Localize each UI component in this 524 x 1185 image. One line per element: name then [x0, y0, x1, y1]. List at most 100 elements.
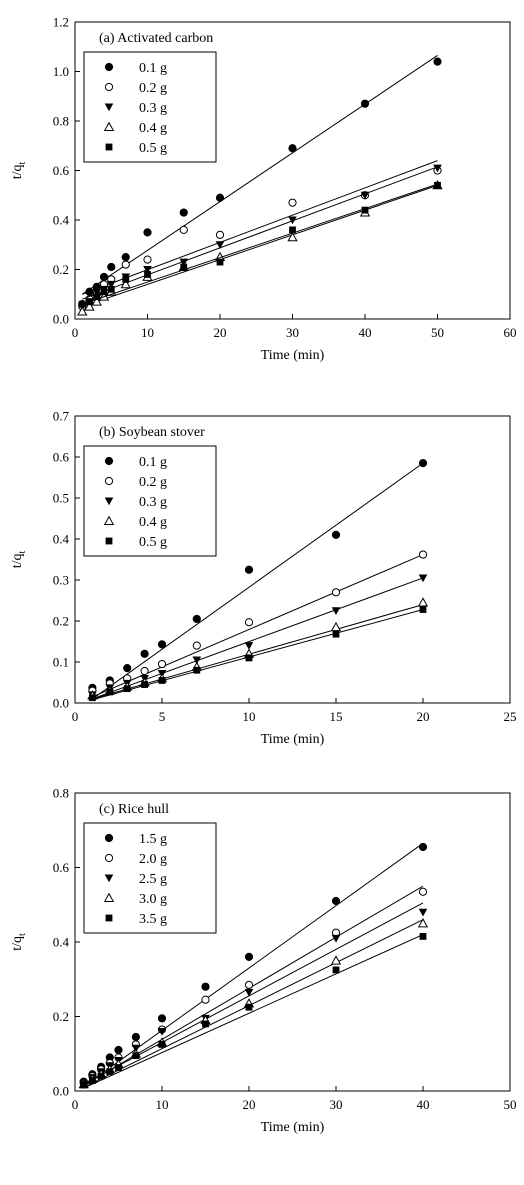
data-point	[419, 933, 427, 940]
data-point	[434, 181, 441, 189]
y-tick-label: 0.6	[53, 163, 70, 178]
data-point	[121, 253, 130, 262]
data-point	[143, 266, 152, 274]
fit-line	[83, 885, 424, 1086]
data-point	[131, 1032, 140, 1042]
x-tick-label: 10	[243, 709, 256, 724]
data-point	[106, 1068, 114, 1076]
data-point	[330, 955, 342, 965]
legend-label: 2.0 g	[139, 852, 167, 867]
chart-panel-0: 0 10 20 30 40 50 60 0.0 0.2 0.4 0.6 0.8 1.0 1.2 Time (…	[10, 15, 517, 364]
data-point	[86, 298, 93, 306]
x-tick-label: 20	[417, 709, 430, 724]
data-point	[193, 666, 201, 674]
legend-marker	[104, 853, 114, 863]
legend: 1.5 g 2.0 g 2.5 g 3.0 g 3.5 g	[83, 822, 217, 934]
legend-label: 0.4 g	[139, 515, 167, 530]
data-point	[121, 260, 130, 269]
y-axis-title-main: t/q	[10, 165, 25, 180]
data-point	[157, 659, 167, 669]
y-tick-label: 0.2	[53, 614, 69, 629]
y-axis-title-subscript: t	[17, 162, 28, 165]
legend-label: 0.5 g	[139, 141, 167, 156]
legend-marker	[104, 82, 114, 92]
data-point	[419, 606, 427, 613]
data-point	[192, 656, 202, 665]
data-point	[418, 887, 428, 896]
x-tick-label: 25	[504, 709, 517, 724]
legend-label: 0.5 g	[139, 535, 167, 550]
data-point	[106, 688, 114, 696]
data-point	[215, 193, 225, 202]
y-axis-title-subscript: t	[17, 933, 28, 936]
data-point	[418, 574, 428, 583]
fit-line	[83, 902, 424, 1085]
data-point	[157, 1027, 167, 1036]
legend-label: 0.1 g	[139, 61, 167, 76]
data-point	[132, 1052, 140, 1060]
series-3	[87, 597, 429, 700]
x-tick-label: 10	[156, 1097, 169, 1112]
x-tick-label: 15	[330, 709, 343, 724]
data-point	[77, 306, 88, 316]
data-point	[287, 231, 298, 242]
series-3	[78, 918, 429, 1089]
panel-title: (c) Rice hull	[99, 802, 169, 817]
panel-title: (b) Soybean stover	[99, 425, 205, 440]
data-point	[120, 279, 131, 289]
x-tick-label: 40	[417, 1097, 430, 1112]
series-4	[78, 181, 441, 308]
y-tick-label: 0.3	[53, 573, 69, 588]
chart-panel-2: 0 10 20 30 40 50 0.0 0.2 0.4 0.6 0.8 Time (min) t/qt…	[10, 786, 517, 1136]
data-point	[244, 952, 254, 962]
fit-line	[82, 183, 438, 305]
y-tick-label: 1.2	[53, 15, 69, 30]
data-point	[245, 654, 253, 662]
data-point	[192, 641, 201, 650]
series-4	[89, 606, 427, 702]
legend-marker	[104, 62, 114, 72]
fit-line	[83, 934, 424, 1089]
legend-label: 2.5 g	[139, 872, 167, 887]
fit-line	[82, 184, 438, 308]
data-point	[244, 980, 254, 989]
data-point	[288, 198, 297, 207]
data-point	[100, 288, 108, 296]
data-point	[331, 588, 341, 597]
fit-line	[81, 54, 438, 295]
legend-label: 3.5 g	[139, 912, 167, 927]
y-tick-label: 0.6	[53, 450, 70, 465]
fit-line	[83, 842, 424, 1087]
data-point	[158, 677, 166, 684]
data-point	[244, 988, 254, 997]
data-point	[140, 649, 149, 658]
data-point	[97, 1072, 105, 1080]
data-point	[244, 618, 254, 627]
y-tick-label: 0.2	[53, 262, 69, 277]
data-point	[91, 296, 102, 306]
data-point	[179, 225, 188, 234]
data-point	[144, 271, 151, 278]
data-point	[360, 99, 370, 108]
y-axis-title: t/qt	[10, 933, 28, 951]
data-point	[107, 285, 115, 293]
panel-title: (a) Activated carbon	[99, 31, 213, 46]
data-point	[201, 995, 210, 1004]
y-tick-label: 1.0	[53, 64, 69, 79]
data-point	[332, 966, 340, 974]
x-tick-label: 60	[504, 325, 517, 340]
y-tick-label: 0.5	[53, 491, 69, 506]
data-point	[107, 262, 116, 272]
y-tick-label: 0.4	[53, 213, 70, 228]
data-point	[80, 1081, 88, 1089]
data-point	[331, 530, 341, 540]
y-tick-label: 0.2	[53, 1009, 69, 1024]
data-point	[202, 1020, 209, 1028]
data-point	[180, 263, 188, 271]
legend-marker	[105, 914, 113, 922]
legend: 0.1 g 0.2 g 0.3 g 0.4 g 0.5 g	[83, 445, 217, 557]
data-point	[115, 1064, 122, 1071]
data-point	[179, 208, 188, 217]
y-tick-label: 0.1	[53, 655, 69, 670]
x-axis-title: Time (min)	[261, 1120, 325, 1135]
